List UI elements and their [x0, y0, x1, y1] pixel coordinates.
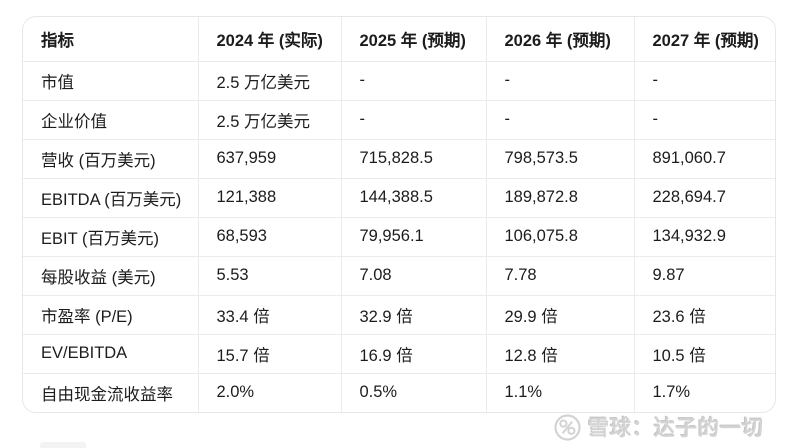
cell-value: 144,388.5	[340, 178, 486, 218]
cell-value: 2.5 万亿美元	[197, 100, 341, 140]
header-2026-forecast: 2026 年 (预期)	[485, 17, 634, 62]
cell-value: 2.5 万亿美元	[197, 61, 341, 101]
row-label: EV/EBITDA	[23, 334, 198, 374]
cell-value: -	[340, 100, 486, 140]
cell-value: -	[633, 61, 775, 101]
cell-value: 32.9 倍	[340, 295, 486, 335]
cell-value: 7.08	[340, 256, 486, 296]
cell-value: 68,593	[197, 217, 341, 257]
cell-value: 798,573.5	[485, 139, 634, 179]
header-2024-actual: 2024 年 (实际)	[197, 17, 341, 62]
row-label: 市值	[23, 61, 198, 101]
cell-value: 9.87	[633, 256, 775, 296]
cell-value: -	[633, 100, 775, 140]
cell-value: 1.7%	[633, 373, 775, 412]
cell-value: 637,959	[197, 139, 341, 179]
cell-value: 23.6 倍	[633, 295, 775, 335]
cell-value: 228,694.7	[633, 178, 775, 218]
cell-value: 134,932.9	[633, 217, 775, 257]
cell-value: 29.9 倍	[485, 295, 634, 335]
row-label: 市盈率 (P/E)	[23, 295, 198, 335]
table-row-fcf-yield: 自由现金流收益率 2.0% 0.5% 1.1% 1.7%	[23, 373, 775, 412]
xueqiu-snowball-logo-icon	[554, 413, 581, 441]
cell-value: -	[340, 61, 486, 101]
financial-estimates-card: 指标 2024 年 (实际) 2025 年 (预期) 2026 年 (预期) 2…	[22, 16, 776, 413]
cell-value: 10.5 倍	[633, 334, 775, 374]
row-label: 自由现金流收益率	[41, 385, 173, 404]
table-row-enterprise-value: 企业价值 2.5 万亿美元 - - -	[23, 100, 775, 140]
cell-value: 106,075.8	[485, 217, 634, 257]
cell-value: -	[485, 61, 634, 101]
row-label: EBITDA (百万美元)	[23, 178, 198, 218]
cell-value: 33.4 倍	[197, 295, 341, 335]
header-2025-forecast: 2025 年 (预期)	[340, 17, 486, 62]
cell-value: 7.78	[485, 256, 634, 296]
row-label: 营收 (百万美元)	[23, 139, 198, 179]
xueqiu-watermark: 雪球：达子的一切	[554, 412, 764, 442]
cell-value: 189,872.8	[485, 178, 634, 218]
table-row-pe-ratio: 市盈率 (P/E) 33.4 倍 32.9 倍 29.9 倍 23.6 倍	[23, 295, 775, 335]
watermark-label: 雪球：达子的一切	[588, 417, 764, 440]
cell-value: 891,060.7	[633, 139, 775, 179]
cell-value: -	[485, 100, 634, 140]
cell-value: 15.7 倍	[197, 334, 341, 374]
cell-value: 2.0%	[197, 373, 341, 412]
table-row-eps: 每股收益 (美元) 5.53 7.08 7.78 9.87	[23, 256, 775, 296]
table-row-ebit: EBIT (百万美元) 68,593 79,956.1 106,075.8 13…	[23, 217, 775, 257]
cell-value: 5.53	[197, 256, 341, 296]
cell-value: 16.9 倍	[340, 334, 486, 374]
cell-value: 121,388	[197, 178, 341, 218]
table-header-row: 指标 2024 年 (实际) 2025 年 (预期) 2026 年 (预期) 2…	[23, 17, 775, 62]
table-row-ev-ebitda: EV/EBITDA 15.7 倍 16.9 倍 12.8 倍 10.5 倍	[23, 334, 775, 374]
cell-value: 12.8 倍	[485, 334, 634, 374]
row-label: 企业价值	[23, 100, 198, 140]
row-label: EBIT (百万美元)	[23, 217, 198, 257]
cell-value: 0.5%	[340, 373, 486, 412]
financial-estimates-table: 指标 2024 年 (实际) 2025 年 (预期) 2026 年 (预期) 2…	[23, 17, 775, 412]
cell-value: 715,828.5	[340, 139, 486, 179]
table-row-market-cap: 市值 2.5 万亿美元 - - -	[23, 61, 775, 101]
header-2027-forecast: 2027 年 (预期)	[633, 17, 775, 62]
table-row-revenue: 营收 (百万美元) 637,959 715,828.5 798,573.5 89…	[23, 139, 775, 179]
cell-value: 79,956.1	[340, 217, 486, 257]
header-indicator: 指标	[23, 17, 198, 62]
table-row-ebitda: EBITDA (百万美元) 121,388 144,388.5 189,872.…	[23, 178, 775, 218]
row-label: 每股收益 (美元)	[23, 256, 198, 296]
cell-value: 1.1%	[485, 373, 634, 412]
next-card-edge	[40, 442, 86, 448]
